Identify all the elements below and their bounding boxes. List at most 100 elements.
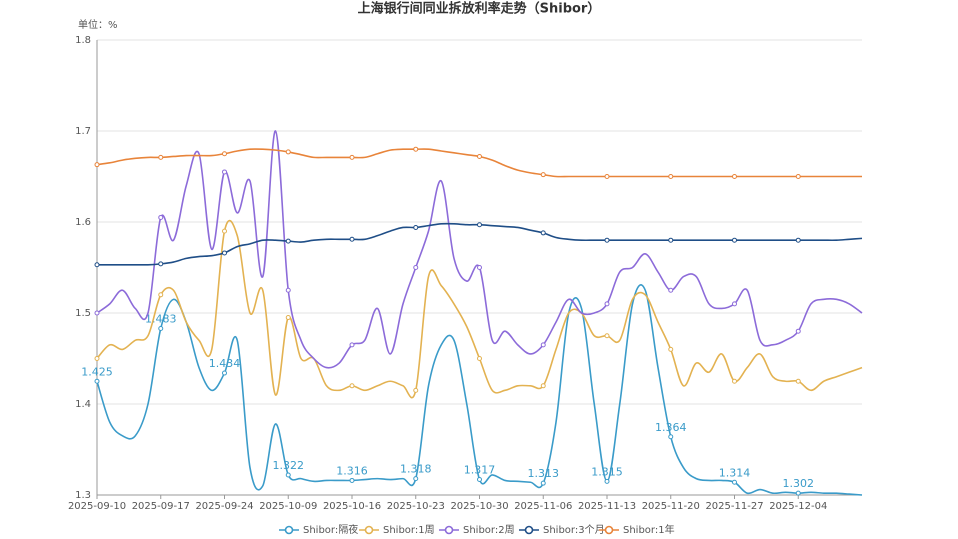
point-marker: [540, 230, 546, 236]
value-label: 1.318: [400, 463, 432, 476]
chart-title: 上海银行间同业拆放利率走势（Shibor）: [358, 1, 601, 17]
point-marker: [604, 237, 610, 243]
point-marker: [604, 333, 610, 339]
x-tick-label: 2025-11-06: [514, 501, 572, 512]
point-marker: [477, 477, 482, 483]
value-label: 1.322: [273, 459, 305, 472]
point-marker: [604, 301, 610, 307]
point-marker: [540, 172, 546, 178]
point-marker: [222, 228, 227, 234]
value-label: 1.315: [591, 465, 623, 478]
point-marker: [732, 237, 737, 243]
legend-label: Shibor:2周: [463, 524, 515, 536]
point-marker: [222, 169, 227, 175]
x-tick-label: 2025-11-27: [705, 501, 763, 512]
point-marker: [732, 301, 737, 307]
point-marker: [222, 151, 227, 157]
point-marker: [795, 174, 801, 179]
point-marker: [540, 383, 546, 389]
y-tick-label: 1.8: [75, 35, 91, 46]
value-label: 1.316: [336, 464, 368, 477]
point-marker: [668, 434, 674, 440]
x-tick-label: 2025-09-17: [132, 501, 190, 512]
point-marker: [349, 383, 355, 389]
point-marker: [158, 214, 164, 220]
legend-label: Shibor:隔夜: [303, 523, 358, 536]
point-marker: [477, 153, 482, 159]
value-label: 1.434: [209, 357, 241, 370]
point-marker: [668, 287, 674, 293]
point-marker: [222, 250, 227, 256]
point-marker: [732, 479, 737, 485]
point-marker: [94, 310, 100, 316]
point-marker: [413, 265, 419, 270]
point-marker: [604, 174, 610, 179]
legend-marker: [284, 525, 294, 535]
series-line: [96, 130, 863, 369]
legend-label: Shibor:3个月: [543, 524, 605, 536]
value-label: 1.483: [145, 312, 177, 325]
point-marker: [94, 356, 100, 361]
point-marker: [413, 387, 419, 393]
point-marker: [158, 261, 164, 267]
point-marker: [349, 236, 355, 242]
point-marker: [732, 174, 737, 179]
value-label: 1.425: [81, 365, 113, 378]
point-marker: [668, 237, 674, 243]
point-marker: [285, 315, 291, 321]
legend-marker: [364, 525, 374, 535]
point-marker: [158, 292, 164, 298]
x-tick-label: 2025-10-09: [259, 501, 317, 512]
y-tick-label: 1.6: [75, 217, 91, 228]
y-tick-label: 1.3: [75, 490, 91, 501]
x-tick-label: 2025-12-04: [769, 501, 827, 512]
point-marker: [222, 370, 227, 376]
point-marker: [285, 149, 291, 155]
legend-marker: [444, 525, 454, 535]
point-marker: [795, 328, 801, 334]
y-tick-label: 1.4: [75, 399, 91, 410]
value-label: 1.317: [464, 464, 496, 477]
point-marker: [413, 476, 419, 482]
legend-label: Shibor:1年: [623, 523, 675, 536]
series-line: [96, 219, 863, 399]
legend-marker: [524, 525, 534, 535]
point-marker: [285, 238, 291, 244]
point-marker: [795, 237, 801, 243]
point-marker: [285, 472, 291, 478]
point-marker: [349, 342, 355, 348]
point-marker: [413, 146, 419, 152]
point-marker: [158, 154, 164, 160]
y-unit-label: 单位：%: [78, 18, 118, 31]
point-marker: [668, 346, 674, 352]
legend-marker: [604, 525, 614, 535]
point-marker: [795, 378, 801, 384]
value-label: 1.313: [528, 467, 560, 480]
point-marker: [540, 342, 546, 348]
series-line: [97, 222, 863, 266]
point-marker: [477, 265, 482, 270]
x-tick-label: 2025-11-13: [578, 501, 636, 512]
point-marker: [94, 162, 100, 168]
point-marker: [732, 378, 737, 384]
series-line: [96, 148, 862, 178]
y-tick-label: 1.7: [75, 126, 91, 137]
point-marker: [285, 287, 291, 293]
point-marker: [540, 480, 546, 486]
x-tick-label: 2025-11-20: [642, 501, 700, 512]
x-tick-label: 2025-09-10: [68, 501, 126, 512]
x-tick-label: 2025-10-16: [323, 501, 381, 512]
point-marker: [604, 478, 610, 484]
point-marker: [94, 262, 100, 268]
point-marker: [477, 356, 482, 361]
value-label: 1.364: [655, 421, 687, 434]
x-tick-label: 2025-09-24: [195, 501, 253, 512]
x-tick-label: 2025-10-23: [387, 501, 445, 512]
value-label: 1.302: [783, 477, 815, 490]
point-marker: [413, 224, 419, 230]
value-label: 1.314: [719, 466, 751, 479]
point-marker: [94, 378, 100, 384]
point-marker: [795, 490, 801, 496]
x-tick-label: 2025-10-30: [450, 501, 508, 512]
